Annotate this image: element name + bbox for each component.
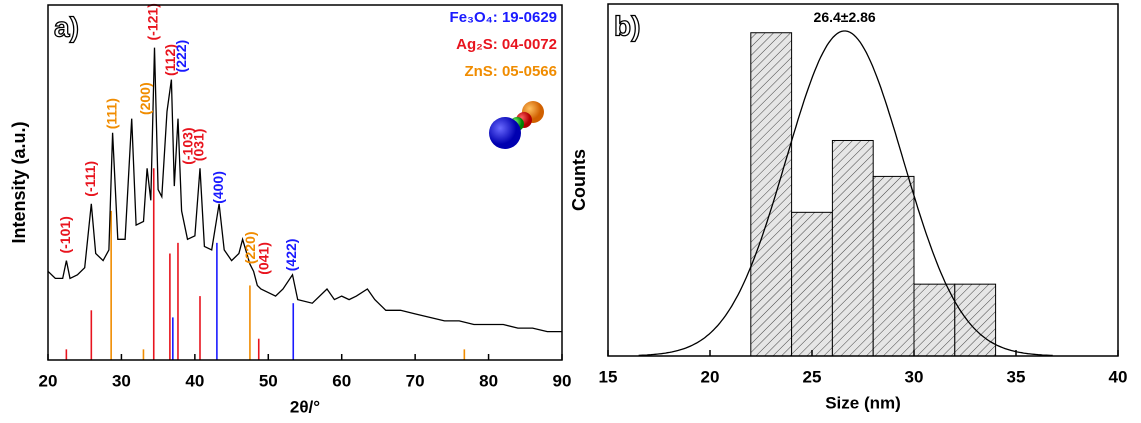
peak-label: (-111)	[82, 161, 98, 197]
x-tick-label: 20	[39, 371, 58, 390]
x-tick-label: 70	[406, 371, 425, 390]
panel-label: b)	[614, 10, 640, 41]
histogram-bar	[791, 211, 833, 357]
peak-label: (222)	[173, 40, 189, 73]
particle-icon	[489, 101, 544, 149]
peak-label: (-101)	[57, 216, 73, 253]
panel-label: a)	[54, 11, 79, 42]
x-tick-label: 80	[479, 371, 498, 390]
peak-label: (031)	[191, 129, 207, 162]
plot-frame	[607, 3, 1119, 357]
x-tick-label: 25	[803, 367, 822, 386]
histogram-bar	[913, 283, 956, 357]
peak-label: (111)	[103, 98, 119, 129]
legend-entry: ZnS: 05-0566	[464, 63, 557, 80]
x-tick-label: 50	[259, 371, 278, 390]
y-axis-label: Counts	[569, 149, 589, 211]
x-tick-label: 30	[112, 371, 131, 390]
legend-entry: Fe₃O₄: 19-0629	[450, 9, 557, 26]
x-tick-label: 35	[1007, 367, 1026, 386]
gaussian-fit	[638, 30, 1053, 357]
peak-label: (200)	[137, 82, 153, 115]
fit-label: 26.4±2.86	[814, 9, 876, 25]
peak-label: (-103)	[180, 127, 196, 164]
x-tick-label: 30	[905, 367, 924, 386]
peak-label: (-121)	[144, 3, 160, 40]
x-tick-label: 15	[599, 367, 618, 386]
x-axis-label: 2θ/°	[290, 397, 320, 416]
peak-label: (422)	[283, 239, 299, 272]
x-tick-label: 40	[185, 371, 204, 390]
x-axis-label: Size (nm)	[825, 393, 901, 412]
y-axis-label: Intensity (a.u.)	[9, 121, 29, 243]
histogram-bar	[750, 32, 793, 357]
histogram-bar	[831, 139, 874, 357]
peak-label: (400)	[210, 171, 226, 204]
peak-label: (220)	[242, 231, 258, 264]
legend-entry: Ag₂S: 04-0072	[456, 36, 557, 53]
x-tick-label: 90	[553, 371, 572, 390]
peak-label: (112)	[162, 44, 178, 76]
peak-label: (041)	[255, 242, 271, 275]
x-tick-label: 40	[1109, 367, 1128, 386]
histogram-bar	[954, 283, 997, 357]
xrd-curve	[47, 47, 562, 333]
x-tick-label: 60	[332, 371, 351, 390]
plot-frame	[47, 4, 563, 361]
histogram-bar	[872, 175, 915, 357]
x-tick-label: 20	[701, 367, 720, 386]
